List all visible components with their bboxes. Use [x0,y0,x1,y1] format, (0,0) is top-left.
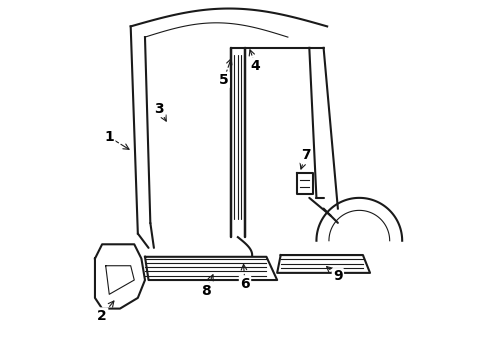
Text: 7: 7 [301,148,311,162]
Text: 3: 3 [154,102,164,116]
Text: 5: 5 [219,73,228,87]
Text: 2: 2 [97,309,107,323]
Text: 9: 9 [333,269,343,283]
Text: 8: 8 [201,284,211,298]
Text: 1: 1 [104,130,114,144]
Text: 4: 4 [251,59,261,73]
Text: 6: 6 [240,276,250,291]
